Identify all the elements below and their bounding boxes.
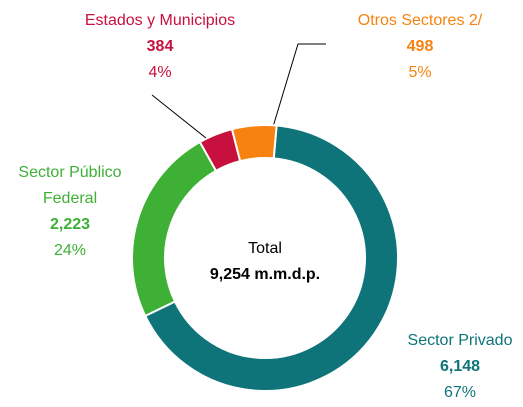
category-label: Sector Público Federal	[18, 164, 122, 207]
center-value: 9,254 m.m.d.p.	[209, 266, 321, 283]
category-label: Otros Sectores 2/	[357, 12, 483, 29]
percent-label: 24%	[53, 242, 87, 259]
category-label: Estados y Municipios	[84, 12, 236, 29]
donut-slice	[131, 140, 218, 318]
slice-label: Sector Público Federal 2,223 24%	[5, 160, 135, 264]
percent-label: 5%	[408, 64, 432, 81]
slice-label: Otros Sectores 2/498 5%	[320, 8, 520, 86]
center-title: Total	[248, 240, 282, 257]
percent-label: 67%	[443, 384, 477, 401]
value-label: 498	[406, 38, 434, 55]
donut-slice	[143, 124, 399, 392]
donut-slice	[230, 124, 278, 163]
center-label: Total 9,254 m.m.d.p.	[185, 236, 345, 288]
value-label: 384	[146, 38, 174, 55]
slice-label: Sector Privado 6,148 67%	[395, 328, 523, 406]
leader-line	[265, 43, 326, 151]
category-label: Sector Privado	[407, 332, 513, 349]
slice-label: Estados y Municipios 384 4%	[50, 8, 270, 86]
value-label: 6,148	[439, 358, 481, 375]
percent-label: 4%	[148, 64, 172, 81]
value-label: 2,223	[49, 216, 91, 233]
